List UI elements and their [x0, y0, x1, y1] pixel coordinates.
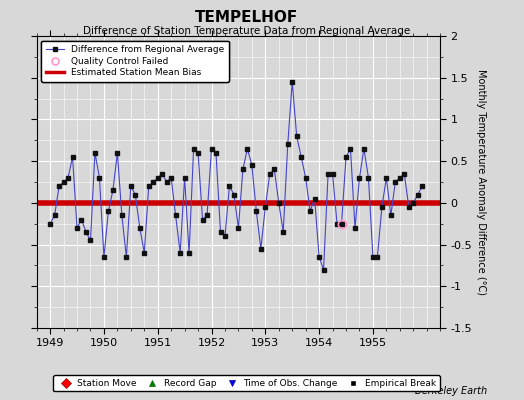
Difference from Regional Average [419, 184, 425, 188]
Line: Difference from Regional Average: Difference from Regional Average [48, 80, 424, 272]
Difference from Regional Average [69, 154, 75, 159]
Difference from Regional Average [213, 150, 219, 155]
Text: Difference of Station Temperature Data from Regional Average: Difference of Station Temperature Data f… [83, 26, 410, 36]
Difference from Regional Average [289, 80, 296, 84]
Difference from Regional Average [356, 176, 363, 180]
Difference from Regional Average [47, 221, 53, 226]
Difference from Regional Average [231, 192, 237, 197]
Text: Berkeley Earth: Berkeley Earth [415, 386, 487, 396]
Difference from Regional Average [321, 267, 327, 272]
Text: TEMPELHOF: TEMPELHOF [194, 10, 298, 25]
Legend: Station Move, Record Gap, Time of Obs. Change, Empirical Break: Station Move, Record Gap, Time of Obs. C… [53, 375, 440, 392]
Y-axis label: Monthly Temperature Anomaly Difference (°C): Monthly Temperature Anomaly Difference (… [476, 69, 486, 295]
Difference from Regional Average [51, 213, 58, 218]
Difference from Regional Average [339, 221, 345, 226]
Legend: Difference from Regional Average, Quality Control Failed, Estimated Station Mean: Difference from Regional Average, Qualit… [41, 40, 229, 82]
